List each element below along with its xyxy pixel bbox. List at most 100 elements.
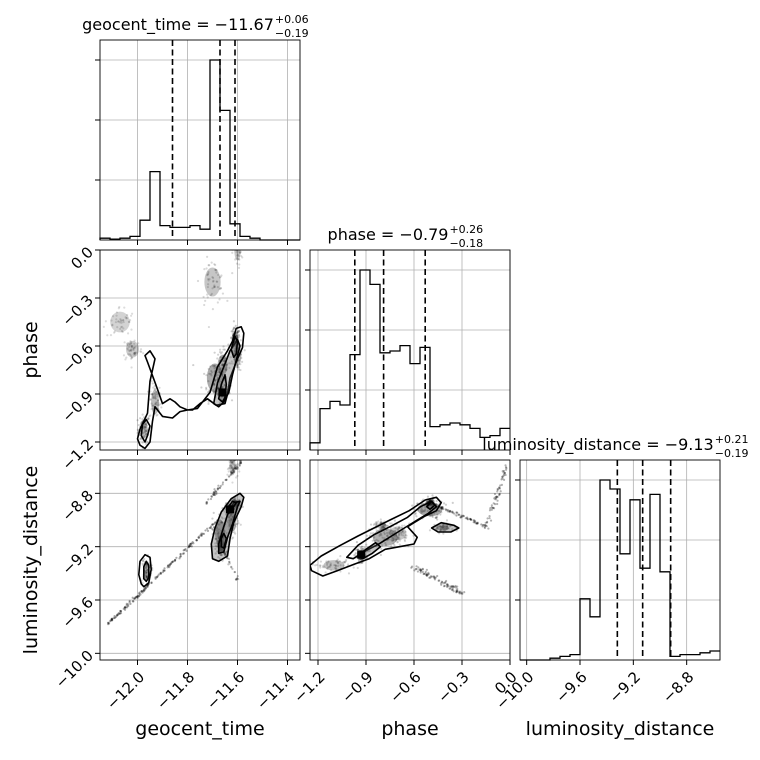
- sample-point: [430, 503, 433, 506]
- sample-point: [222, 345, 225, 348]
- sample-point: [229, 513, 232, 516]
- sample-point: [153, 388, 156, 391]
- sample-point: [142, 352, 145, 355]
- sample-point: [134, 346, 137, 349]
- sample-point: [220, 554, 223, 557]
- sample-point: [446, 527, 449, 530]
- sample-point: [130, 356, 133, 359]
- sample-point: [440, 525, 443, 528]
- sample-point: [157, 403, 160, 406]
- sample-point: [374, 522, 377, 525]
- sample-point: [421, 570, 424, 574]
- sample-point: [235, 251, 238, 254]
- sample-point: [97, 319, 99, 321]
- sample-point: [212, 391, 215, 394]
- sample-point: [156, 399, 160, 402]
- sample-point: [161, 571, 164, 574]
- sample-point: [226, 557, 229, 560]
- density-contour: [143, 560, 150, 583]
- sample-point: [218, 348, 222, 351]
- sample-point: [424, 572, 427, 575]
- sample-point: [439, 525, 442, 528]
- sample-point: [458, 590, 462, 593]
- sample-point: [119, 610, 122, 613]
- sample-point: [109, 333, 113, 337]
- sample-point: [445, 583, 449, 586]
- sample-point: [213, 491, 216, 495]
- density-peak-marker: [218, 388, 227, 397]
- sample-point: [115, 614, 119, 617]
- sample-point: [373, 522, 376, 525]
- sample-point: [227, 515, 230, 519]
- sample-point: [205, 386, 208, 390]
- sample-point: [481, 525, 484, 528]
- sample-point: [234, 532, 237, 535]
- sample-point: [343, 561, 346, 564]
- y-tick-label: −8.8: [59, 487, 97, 525]
- sample-point: [206, 285, 210, 289]
- sample-point: [373, 539, 376, 543]
- sample-point: [496, 487, 499, 491]
- sample-point: [206, 296, 209, 299]
- sample-point: [231, 462, 234, 465]
- sample-point: [445, 509, 448, 512]
- sample-point: [424, 508, 427, 511]
- sample-point: [234, 464, 237, 467]
- sample-point: [138, 594, 141, 597]
- density-blob: [215, 519, 225, 548]
- histogram-bin: [430, 427, 440, 450]
- sample-point: [219, 549, 222, 552]
- sample-point: [151, 393, 154, 396]
- sample-point: [133, 597, 136, 600]
- sample-point: [431, 514, 434, 517]
- density-contour: [217, 500, 241, 555]
- sample-point: [206, 255, 209, 258]
- sample-point: [388, 522, 392, 525]
- sample-point: [228, 362, 231, 365]
- sample-point: [410, 566, 413, 569]
- sample-point: [120, 321, 123, 324]
- sample-point: [442, 525, 445, 528]
- sample-point: [213, 383, 216, 386]
- sample-point: [143, 431, 147, 434]
- x-tick-label: −0.9: [338, 668, 376, 706]
- joint-panel-geocent_time-luminosity_distance: −12.0 −11.8 −11.6 −11.4 −10.0 −9.6 −9.2 −8.8: [52, 459, 301, 713]
- sample-point: [439, 527, 442, 530]
- sample-point: [455, 589, 458, 592]
- sample-point: [498, 493, 501, 496]
- sample-point: [414, 513, 417, 516]
- sample-point: [154, 402, 157, 406]
- sample-point: [335, 567, 338, 570]
- sample-point: [240, 254, 243, 258]
- sample-point: [336, 558, 339, 561]
- sample-point: [459, 516, 463, 519]
- sample-point: [145, 569, 148, 572]
- sample-point: [326, 566, 329, 569]
- sample-point: [359, 546, 362, 550]
- sample-point: [174, 558, 177, 562]
- sample-point: [236, 463, 239, 466]
- sample-point: [347, 572, 351, 575]
- sample-point: [439, 506, 442, 509]
- sample-point: [237, 333, 241, 337]
- sample-point: [439, 529, 442, 532]
- sample-point: [230, 337, 233, 340]
- sample-point: [234, 258, 237, 261]
- sample-point: [237, 258, 240, 261]
- sample-point: [219, 275, 222, 278]
- sample-point: [237, 247, 239, 249]
- sample-point: [181, 552, 185, 555]
- sample-point: [206, 274, 209, 277]
- sample-point: [102, 325, 105, 328]
- sample-point: [136, 596, 139, 599]
- sample-point: [213, 367, 216, 370]
- density-blob: [229, 460, 236, 476]
- sample-point: [137, 423, 140, 427]
- sample-point: [386, 534, 389, 537]
- sample-point: [227, 470, 230, 473]
- density-blob: [234, 250, 241, 261]
- histogram-panel-geocent_time: geocent_time = −11.67 +0.06−0.19: [82, 13, 309, 245]
- sample-point: [419, 567, 422, 571]
- sample-point: [138, 592, 141, 595]
- sample-point: [229, 470, 233, 474]
